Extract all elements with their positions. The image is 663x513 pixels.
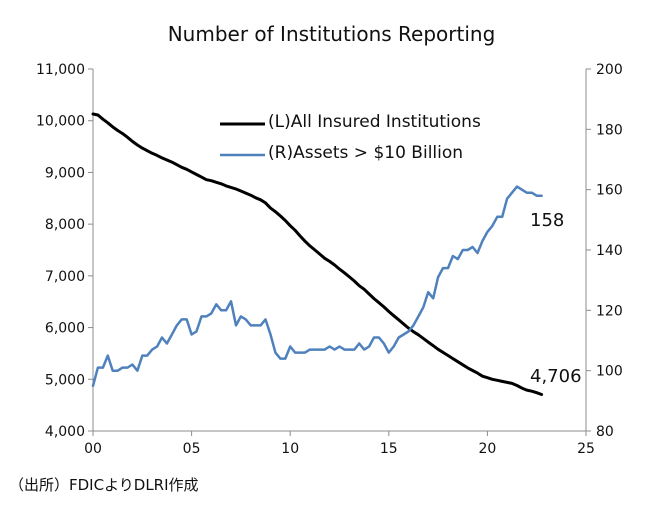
x-axis-tick-label: 15 (380, 441, 398, 457)
x-axis-tick-label: 00 (84, 441, 102, 457)
right-axis-tick-label: 160 (596, 183, 623, 199)
right-axis-tick-label: 180 (596, 122, 623, 138)
right-axis-tick-label: 100 (596, 364, 623, 380)
series-line-assets-10b (91, 185, 543, 388)
right-axis-tick-label: 140 (596, 243, 623, 259)
x-axis-tick-label: 05 (183, 441, 201, 457)
right-axis-tick-label: 200 (596, 62, 623, 78)
legend-label-all-insured: (L)All Insured Institutions (268, 112, 481, 132)
source-note: （出所）FDICよりDLRI作成 (9, 476, 199, 494)
annotation-158: 158 (530, 210, 565, 231)
right-axis-tick-label: 80 (596, 424, 614, 440)
left-axis-tick-label: 4,000 (45, 424, 85, 440)
x-axis-tick-label: 20 (478, 441, 496, 457)
left-axis-tick-label: 10,000 (36, 114, 85, 130)
left-axis-tick-label: 5,000 (45, 372, 85, 388)
series-line-all-insured (91, 112, 544, 396)
annotation-4706: 4,706 (530, 366, 582, 387)
x-axis-tick-label: 10 (281, 441, 299, 457)
left-axis-tick-label: 6,000 (45, 321, 85, 337)
left-axis-tick-label: 7,000 (45, 269, 85, 285)
left-axis-tick-label: 8,000 (45, 217, 85, 233)
chart-title: Number of Institutions Reporting (167, 22, 496, 46)
x-axis-tick-label: 25 (577, 441, 595, 457)
right-axis-tick-label: 120 (596, 303, 623, 319)
legend-label-assets-10b: (R)Assets > $10 Billion (268, 143, 464, 163)
left-axis-tick-label: 11,000 (36, 62, 85, 78)
left-axis-tick-label: 9,000 (45, 165, 85, 181)
